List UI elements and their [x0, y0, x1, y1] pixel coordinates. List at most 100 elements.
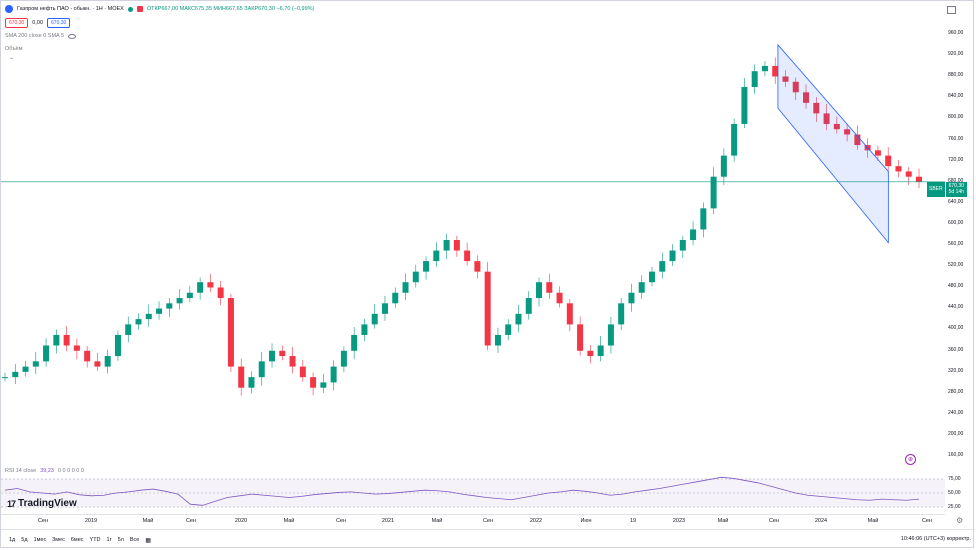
rsi-legend[interactable]: RSI 14 close 39,23 0 0 0 0 0 0: [5, 468, 84, 474]
price-tick: 640,00: [948, 198, 964, 205]
candle-body: [679, 240, 686, 251]
candle-body: [248, 377, 255, 388]
candle-body: [402, 282, 409, 293]
candle-body: [392, 292, 399, 304]
time-axis[interactable]: Сен 2019 Май Сен 2020 Май Сен 2021 Май Сен 2022 Июн…: [1, 514, 945, 527]
candle-body: [238, 366, 245, 388]
timeframe-button[interactable]: 5л: [117, 537, 124, 543]
time-tick: 2020: [234, 518, 248, 524]
price-tick: 240,00: [948, 409, 964, 416]
candle-body: [505, 324, 512, 335]
time-tick: Май: [142, 518, 154, 524]
timeframe-button[interactable]: 3мес: [52, 537, 65, 543]
candle-body: [546, 282, 553, 293]
candle-body: [494, 334, 501, 346]
price-tick: 720,00: [948, 156, 964, 163]
time-tick: Сен: [37, 518, 49, 524]
candle-body: [12, 371, 19, 378]
candle-body: [84, 350, 91, 362]
price-tick: 520,00: [948, 262, 964, 269]
timeframe-button[interactable]: Все: [129, 537, 140, 543]
candle-body: [423, 261, 430, 272]
candle-body: [464, 250, 471, 262]
candle-body: [577, 324, 584, 351]
candle-body: [731, 123, 738, 156]
fullscreen-icon[interactable]: [947, 6, 956, 14]
candle-body: [916, 176, 922, 182]
time-tick: Сен: [335, 518, 347, 524]
time-tick: 2019: [84, 518, 98, 524]
price-scale[interactable]: 960,00 920,00 880,00 840,00 800,00 760,00 720,…: [945, 25, 975, 465]
sell-button[interactable]: 670,30: [5, 18, 29, 28]
candle-body: [833, 123, 840, 130]
sma-label: SMA 200 close 0 SMA 5: [5, 33, 65, 39]
time-tick: Сен: [921, 518, 933, 524]
time-axis-settings-icon[interactable]: ⚙: [956, 516, 964, 525]
regression-channel: [777, 43, 889, 244]
red-flag-icon[interactable]: [136, 6, 143, 12]
candle-body: [792, 81, 799, 93]
rsi-scale[interactable]: 75,00 50,00 25,00: [945, 471, 975, 516]
rsi-extra: 0 0 0 0 0 0: [57, 468, 84, 474]
candle-body: [94, 361, 101, 367]
time-tick: 2021: [381, 518, 395, 524]
timeframe-button[interactable]: 6мес: [70, 537, 84, 543]
candle-body: [279, 350, 286, 357]
volume-label: Объём: [5, 46, 23, 52]
rsi-tick: 50,00: [948, 490, 961, 496]
time-tick: Май: [283, 518, 295, 524]
spread-value: 0,00: [32, 20, 44, 26]
sma-legend[interactable]: SMA 200 close 0 SMA 5: [5, 33, 77, 39]
price-tick: 440,00: [948, 304, 964, 311]
tradingview-logo[interactable]: 17 TradingView: [7, 498, 77, 509]
timeframe-button[interactable]: 1мес: [33, 537, 47, 543]
rsi-label: RSI 14 close: [5, 468, 37, 474]
trade-panel: 670,30 0,00 670,30: [5, 18, 71, 28]
candle-body: [340, 350, 347, 367]
eye-icon[interactable]: [68, 33, 77, 39]
adjust-toggle[interactable]: корректр.: [946, 536, 971, 542]
buy-button[interactable]: 670,30: [47, 18, 71, 28]
timeframe-button[interactable]: 1д: [9, 537, 16, 543]
timeframe-button[interactable]: 1г: [106, 537, 112, 543]
candle-body: [320, 382, 327, 388]
tradingview-name: TradingView: [18, 498, 77, 509]
candle-body: [905, 171, 912, 177]
candle-body: [371, 313, 378, 325]
candle-body: [618, 303, 625, 325]
candle-body: [648, 271, 655, 283]
candle-body: [453, 240, 460, 251]
price-tick: 400,00: [948, 325, 964, 332]
price-chart[interactable]: [1, 21, 945, 471]
time-tick: Май: [431, 518, 443, 524]
timeframe-button[interactable]: YTD: [89, 537, 101, 543]
last-price-label: 670,30 5d 14h: [945, 182, 967, 197]
candle-body: [803, 92, 810, 103]
time-tick: 2023: [672, 518, 686, 524]
chart-settings-icon[interactable]: ⊕: [905, 454, 916, 465]
symbol-title[interactable]: Газпром нефть ПАО - обыкн. · 1Н · MOEX: [17, 6, 124, 12]
candle-body: [433, 250, 440, 262]
collapse-legend-icon[interactable]: ⌃: [9, 58, 15, 64]
rsi-pane[interactable]: [1, 471, 945, 515]
calendar-icon[interactable]: ▦: [145, 537, 152, 544]
volume-legend[interactable]: Объём: [5, 46, 23, 52]
rsi-value: 39,23: [40, 468, 54, 474]
candle-body: [351, 334, 358, 351]
time-tick: Май: [867, 518, 879, 524]
live-dot-icon: [127, 6, 133, 12]
candle-body: [73, 345, 80, 351]
price-tick: 840,00: [948, 93, 964, 100]
candle-body: [628, 292, 635, 304]
candle-body: [761, 65, 768, 72]
clock[interactable]: 10:46:06 (UTC+3): [900, 536, 945, 542]
candle-body: [310, 377, 317, 388]
timeframe-button[interactable]: 5д: [21, 537, 28, 543]
symbol-legend[interactable]: Газпром нефть ПАО - обыкн. · 1Н · MOEX О…: [5, 5, 314, 13]
candle-body: [289, 356, 296, 367]
candle-body: [587, 350, 594, 357]
candle-body: [186, 292, 193, 299]
price-tick: 560,00: [948, 241, 964, 247]
price-tick: 320,00: [948, 367, 964, 374]
